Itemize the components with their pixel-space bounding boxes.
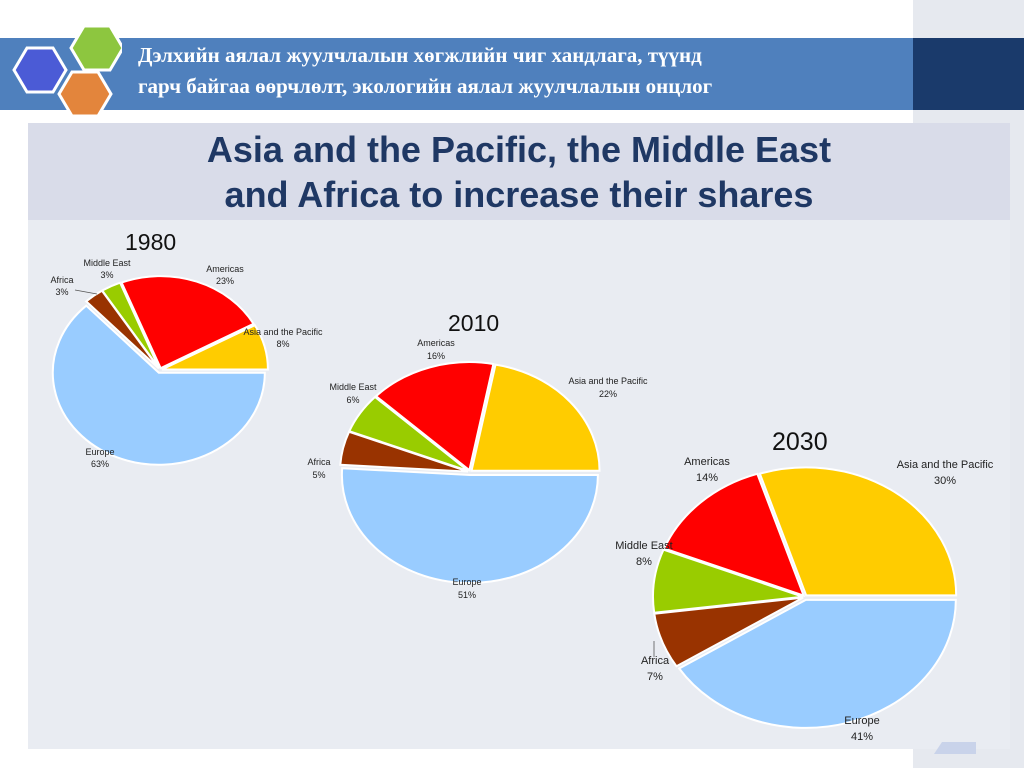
chart-title-2010: 2010 [448, 310, 499, 336]
data-label-2030-middle-east: Middle East 8% [615, 540, 672, 568]
header-dark-block [913, 38, 1024, 110]
slice-2030-africa [653, 596, 804, 668]
slice-1980-asia-pacific [161, 323, 269, 371]
data-label-2030-africa: Africa 7% [641, 655, 670, 683]
slide-title-line1: Asia and the Pacific, the Middle East [206, 129, 832, 170]
header-title-line2: гарч байгаа өөрчлөлт, экологийн аялал жу… [138, 74, 713, 98]
slice-2010-asia-pacific [470, 363, 601, 472]
slice-2030-europe [677, 598, 957, 729]
data-label-2030-europe: Europe 41% [844, 715, 879, 743]
data-label-2010-asia-pacific: Asia and the Pacific 22% [568, 376, 648, 399]
data-label-2030-americas: Americas 14% [684, 456, 730, 484]
blue-hexagon-icon [12, 46, 68, 94]
hexagon-logo-icon [12, 24, 122, 118]
data-label-2030-asia-pacific: Asia and the Pacific 30% [897, 459, 994, 487]
slide-title-band [28, 123, 1010, 220]
leader-line-1980-africa [74, 289, 98, 295]
data-label-1980-europe: Europe 63% [85, 447, 114, 469]
slice-2010-europe [340, 467, 599, 584]
chart-title-2030: 2030 [772, 428, 828, 456]
slice-1980-europe [51, 304, 266, 466]
data-label-1980-asia-pacific: Asia and the Pacific 8% [243, 327, 323, 349]
corner-decoration-icon [934, 742, 976, 754]
data-label-2010-africa: Africa 5% [307, 457, 330, 480]
data-label-2010-middle-east: Middle East 6% [329, 382, 377, 405]
data-label-1980-africa: Africa 3% [50, 275, 73, 297]
green-hexagon-icon [69, 24, 122, 72]
header-bar [0, 38, 913, 110]
orange-hexagon-icon [57, 70, 113, 118]
data-label-1980-americas: Americas 23% [206, 264, 244, 286]
data-label-2010-europe: Europe 51% [452, 577, 481, 600]
slice-2030-americas [662, 472, 806, 598]
slice-2010-africa [339, 430, 469, 473]
slice-1980-americas [120, 275, 256, 370]
header-title-line1: Дэлхийн аялал жуулчлалын хөгжлийн чиг ха… [138, 43, 702, 67]
slice-2010-americas [374, 361, 495, 472]
data-label-1980-middle-east: Middle East 3% [83, 258, 131, 280]
slide-title: Asia and the Pacific, the Middle East an… [28, 127, 1010, 217]
header-title: Дэлхийн аялал жуулчлалын хөгжлийн чиг ха… [138, 40, 898, 102]
slice-2030-asia-pacific [758, 466, 958, 597]
data-label-2010-americas: Americas 16% [417, 338, 455, 361]
slice-1980-africa [84, 289, 160, 370]
chart-title-1980: 1980 [125, 229, 176, 255]
slide-title-line2: and Africa to increase their shares [224, 174, 814, 215]
